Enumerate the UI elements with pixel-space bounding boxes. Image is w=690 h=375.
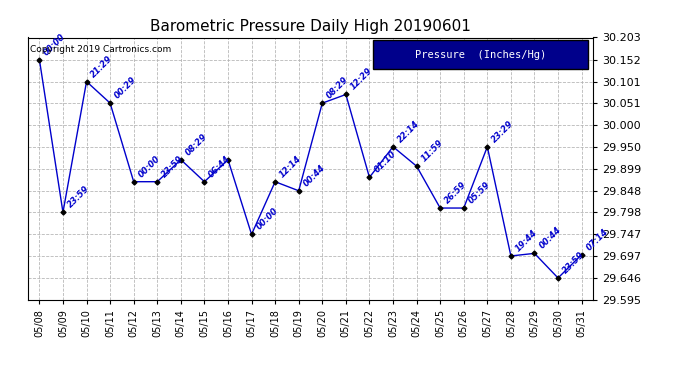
Title: Barometric Pressure Daily High 20190601: Barometric Pressure Daily High 20190601 (150, 18, 471, 33)
Text: 23:59: 23:59 (160, 154, 186, 179)
Text: 05:59: 05:59 (466, 180, 492, 206)
Text: 12:14: 12:14 (278, 154, 304, 179)
Text: 26:59: 26:59 (443, 180, 469, 206)
Text: 22:14: 22:14 (396, 119, 421, 144)
Text: 08:29: 08:29 (325, 75, 351, 100)
Text: 12:29: 12:29 (348, 66, 374, 92)
Text: 23:29: 23:29 (490, 119, 515, 144)
Text: 00:00: 00:00 (42, 32, 68, 57)
Text: 00:44: 00:44 (302, 163, 327, 188)
Text: 06:44: 06:44 (207, 154, 233, 179)
Text: 00:29: 00:29 (113, 75, 138, 100)
Text: Copyright 2019 Cartronics.com: Copyright 2019 Cartronics.com (30, 45, 172, 54)
Text: 21:29: 21:29 (90, 54, 115, 79)
Text: 00:00: 00:00 (137, 154, 162, 179)
Text: 00:00: 00:00 (255, 206, 279, 232)
Text: 19:44: 19:44 (514, 228, 539, 254)
FancyBboxPatch shape (373, 40, 588, 69)
Text: 00:44: 00:44 (538, 225, 562, 251)
Text: 23:59: 23:59 (561, 250, 586, 275)
Text: 11:59: 11:59 (420, 138, 445, 164)
Text: 07:14: 07:14 (584, 227, 610, 252)
Text: 01:10: 01:10 (373, 149, 397, 175)
Text: 23:59: 23:59 (66, 184, 91, 210)
Text: Pressure  (Inches/Hg): Pressure (Inches/Hg) (415, 50, 546, 60)
Text: 08:29: 08:29 (184, 132, 209, 157)
